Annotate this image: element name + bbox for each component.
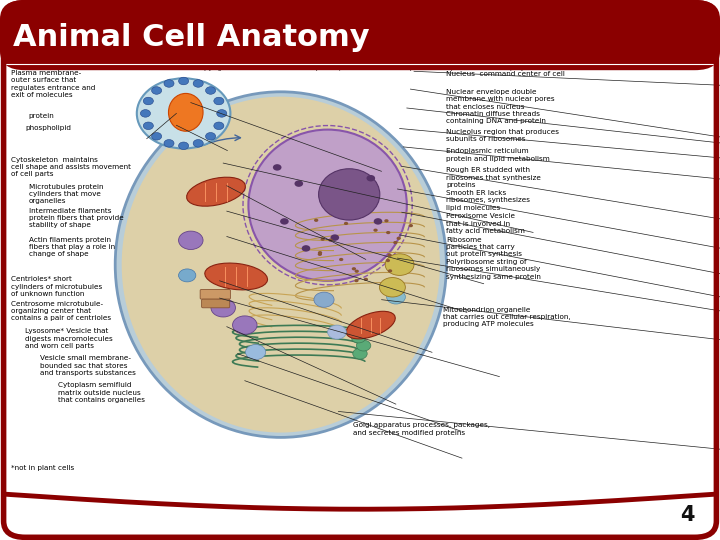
Text: Copyright © The McGraw-Hill Companies, Inc.  Permission required for reproductio: Copyright © The McGraw-Hill Companies, I… <box>194 65 526 71</box>
Circle shape <box>384 219 389 222</box>
Circle shape <box>397 237 401 240</box>
Ellipse shape <box>186 177 246 206</box>
Text: Chromatin diffuse threads
containing DNA and protein: Chromatin diffuse threads containing DNA… <box>446 111 546 124</box>
Circle shape <box>387 290 405 304</box>
Circle shape <box>211 299 235 317</box>
Text: Polyribosome string of
ribosomes simultaneously
synthesizing same protein: Polyribosome string of ribosomes simulta… <box>446 259 541 280</box>
Text: Plasma membrane-
outer surface that
regulates entrance and
exit of molecules: Plasma membrane- outer surface that regu… <box>11 70 95 98</box>
Circle shape <box>179 231 203 249</box>
Circle shape <box>352 267 356 271</box>
Text: Centrioles* short
cylinders of microtubules
of unknown function: Centrioles* short cylinders of microtubu… <box>11 276 102 297</box>
Circle shape <box>164 80 174 87</box>
Text: 4: 4 <box>680 505 695 525</box>
Text: Rough ER studded with
ribosomes that synthesize
proteins: Rough ER studded with ribosomes that syn… <box>446 167 541 188</box>
Text: Microtubules protein
cylinders that move
organelles: Microtubules protein cylinders that move… <box>29 184 103 204</box>
FancyBboxPatch shape <box>202 299 230 308</box>
Circle shape <box>320 238 325 241</box>
Circle shape <box>379 278 405 297</box>
Circle shape <box>387 253 392 256</box>
Text: Smooth ER lacks
ribosomes, synthesizes
lipid molecules: Smooth ER lacks ribosomes, synthesizes l… <box>446 190 531 211</box>
Text: Golgi apparatus processes, packages,
and secretes modified proteins: Golgi apparatus processes, packages, and… <box>353 422 490 436</box>
Circle shape <box>294 180 303 187</box>
Circle shape <box>356 340 371 351</box>
Circle shape <box>246 345 266 360</box>
Text: Centrosome microtubule-
organizing center that
contains a pair of centrioles: Centrosome microtubule- organizing cente… <box>11 301 111 321</box>
Text: Lysosome* Vesicle that
digests macromolecules
and worn cell parts: Lysosome* Vesicle that digests macromole… <box>25 328 113 349</box>
Circle shape <box>353 348 367 359</box>
FancyBboxPatch shape <box>0 0 720 70</box>
Circle shape <box>318 251 322 254</box>
Circle shape <box>385 254 414 275</box>
Text: protein: protein <box>29 113 55 119</box>
Text: Actin filaments protein
fibers that play a role in
change of shape: Actin filaments protein fibers that play… <box>29 237 115 257</box>
Circle shape <box>152 132 162 140</box>
Text: phospholipid: phospholipid <box>25 125 71 131</box>
Circle shape <box>205 132 215 140</box>
Text: Peroxisome Vesicle
that is involved in
fatty acid metabolism: Peroxisome Vesicle that is involved in f… <box>446 213 526 234</box>
Circle shape <box>314 219 318 222</box>
Circle shape <box>354 269 359 273</box>
Circle shape <box>193 80 203 87</box>
Text: Nuclear envelope double
membrane with nuclear pores
that encloses nucleus: Nuclear envelope double membrane with nu… <box>446 89 555 110</box>
Ellipse shape <box>115 92 446 437</box>
Circle shape <box>386 259 390 262</box>
Text: Intermediate filaments
protein fibers that provide
stability of shape: Intermediate filaments protein fibers th… <box>29 208 124 228</box>
Text: Mitochondrion organelle
that carries out cellular respiration,
producing ATP mol: Mitochondrion organelle that carries out… <box>443 307 570 327</box>
Circle shape <box>179 269 196 282</box>
Circle shape <box>328 239 333 242</box>
Circle shape <box>351 332 366 343</box>
Circle shape <box>409 224 413 227</box>
Text: Endoplasmic reticulum
protein and lipid metabolism: Endoplasmic reticulum protein and lipid … <box>446 148 550 162</box>
Circle shape <box>137 78 230 148</box>
Circle shape <box>152 87 162 94</box>
Ellipse shape <box>168 93 203 131</box>
Circle shape <box>214 122 224 130</box>
Circle shape <box>364 278 368 281</box>
Text: Cytoplasm semifluid
matrix outside nucleus
that contains organelles: Cytoplasm semifluid matrix outside nucle… <box>58 382 145 403</box>
Circle shape <box>273 164 282 171</box>
Circle shape <box>217 110 227 117</box>
Circle shape <box>143 97 153 105</box>
Circle shape <box>374 218 382 225</box>
Circle shape <box>302 245 310 252</box>
Circle shape <box>366 175 375 181</box>
Text: Vesicle small membrane-
bounded sac that stores
and transports substances: Vesicle small membrane- bounded sac that… <box>40 355 135 376</box>
Circle shape <box>280 218 289 225</box>
Circle shape <box>388 269 392 273</box>
Text: Ribosome
particles that carry
out protein synthesis: Ribosome particles that carry out protei… <box>446 237 523 257</box>
Circle shape <box>179 142 189 150</box>
Circle shape <box>143 122 153 130</box>
Circle shape <box>339 258 343 261</box>
Circle shape <box>354 279 359 282</box>
Ellipse shape <box>248 130 407 281</box>
Circle shape <box>374 228 378 232</box>
Circle shape <box>328 325 346 339</box>
Circle shape <box>164 139 174 147</box>
Circle shape <box>314 292 334 307</box>
Ellipse shape <box>122 97 440 433</box>
Circle shape <box>233 316 257 334</box>
Ellipse shape <box>346 311 395 339</box>
Text: Cytoskeleton  maintains
cell shape and assists movement
of cell parts: Cytoskeleton maintains cell shape and as… <box>11 157 131 177</box>
Circle shape <box>330 234 339 241</box>
Circle shape <box>318 253 322 256</box>
Circle shape <box>393 241 397 244</box>
Circle shape <box>193 139 203 147</box>
Circle shape <box>386 231 390 234</box>
Circle shape <box>205 87 215 94</box>
Text: Animal Cell Anatomy: Animal Cell Anatomy <box>13 23 369 52</box>
Circle shape <box>179 77 189 85</box>
Text: Nucleolus region that produces
subunits of ribosomes: Nucleolus region that produces subunits … <box>446 129 559 142</box>
Circle shape <box>344 222 348 225</box>
Text: *not in plant cells: *not in plant cells <box>11 465 74 471</box>
Ellipse shape <box>318 168 380 220</box>
Ellipse shape <box>204 263 268 290</box>
Circle shape <box>214 97 224 105</box>
Circle shape <box>140 110 150 117</box>
FancyBboxPatch shape <box>200 289 230 299</box>
Text: Nucleus  command center of cell: Nucleus command center of cell <box>446 71 565 77</box>
